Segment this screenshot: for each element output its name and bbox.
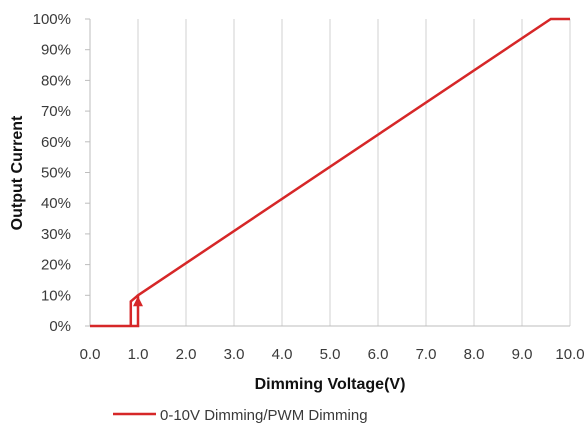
y-tick-label: 30% — [41, 226, 71, 243]
grid — [137, 19, 571, 326]
x-tick-label: 8.0 — [464, 346, 485, 363]
y-tick-label: 40% — [41, 195, 71, 212]
y-tick-label: 70% — [41, 103, 71, 120]
x-tick-label: 6.0 — [368, 346, 389, 363]
y-tick-label: 90% — [41, 42, 71, 59]
x-tick-label: 5.0 — [320, 346, 341, 363]
x-tick-label: 10.0 — [555, 346, 584, 363]
hysteresis-line — [129, 294, 139, 326]
x-tick-label: 9.0 — [512, 346, 533, 363]
y-tick-label: 50% — [41, 165, 71, 182]
y-axis-title: Output Current — [9, 115, 26, 230]
y-tick-label: 80% — [41, 72, 71, 89]
y-tick-label: 10% — [41, 287, 71, 304]
x-tick-label: 0.0 — [80, 346, 101, 363]
y-tick-label: 60% — [41, 134, 71, 151]
x-tick-labels: 0.0 1.0 2.0 3.0 4.0 5.0 6.0 7.0 8.0 9.0 10.0 — [80, 346, 585, 363]
x-tick-label: 4.0 — [272, 346, 293, 363]
axes — [85, 18, 570, 327]
x-tick-label: 3.0 — [224, 346, 245, 363]
x-axis-title: Dimming Voltage(V) — [255, 376, 406, 393]
y-tick-labels: 0% 10% 20% 30% 40% 50% 60% 70% 80% 90% 100% — [33, 11, 71, 335]
x-tick-label: 1.0 — [128, 346, 149, 363]
x-tick-label: 7.0 — [416, 346, 437, 363]
y-tick-label: 0% — [49, 318, 71, 335]
legend-label: 0-10V Dimming/PWM Dimming — [160, 407, 368, 424]
y-tick-label: 20% — [41, 257, 71, 274]
up-arrow-icon — [133, 296, 143, 307]
legend: 0-10V Dimming/PWM Dimming — [113, 407, 368, 424]
series-layer — [90, 17, 570, 328]
x-tick-label: 2.0 — [176, 346, 197, 363]
y-tick-label: 100% — [33, 11, 71, 28]
